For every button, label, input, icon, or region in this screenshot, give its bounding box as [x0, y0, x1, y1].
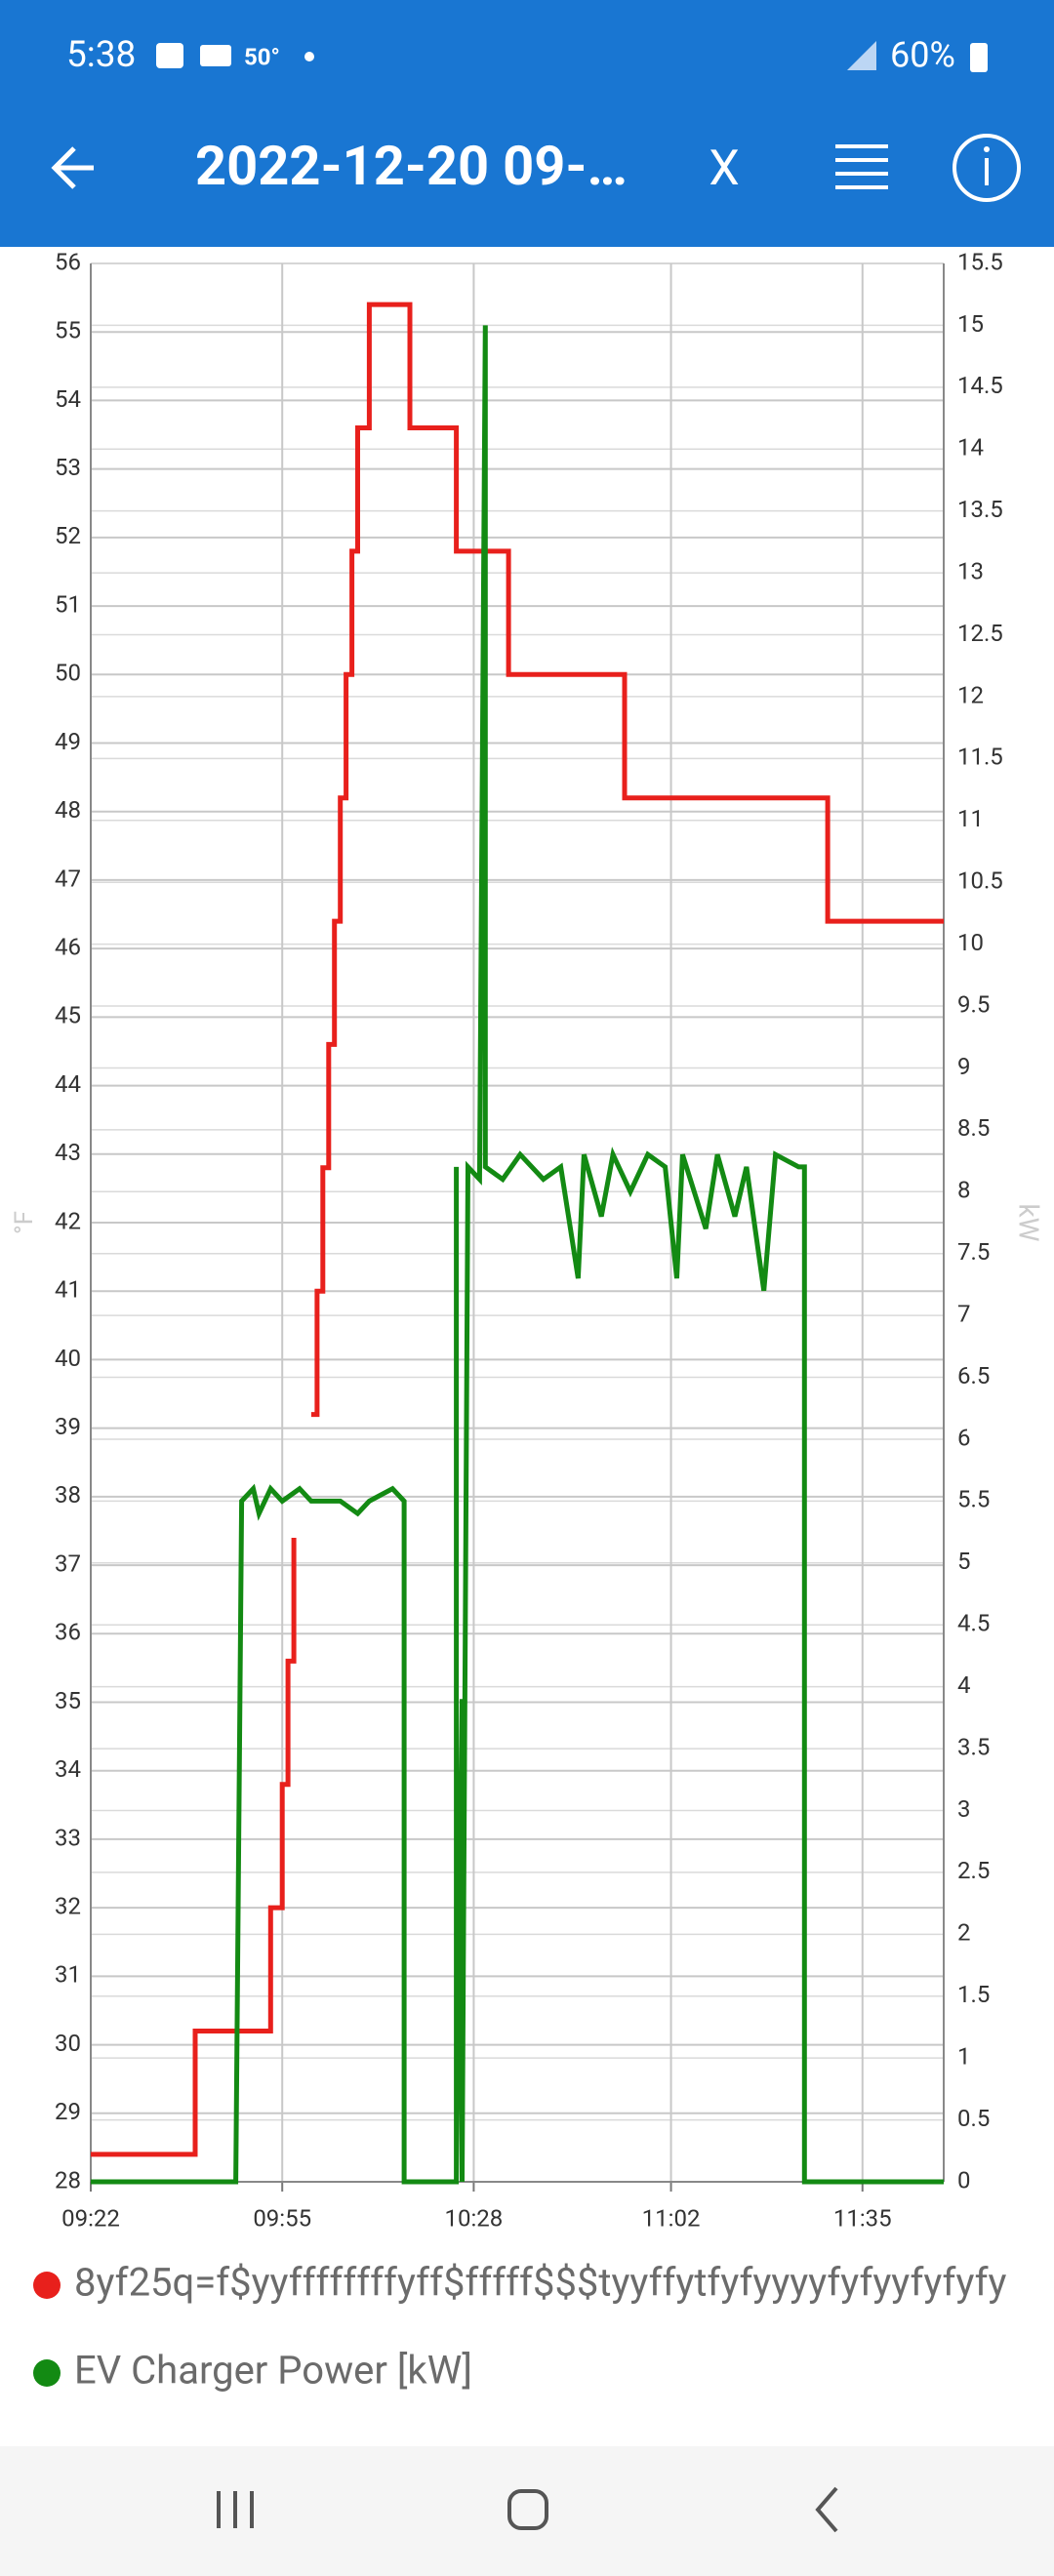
y2-tick-label: 11.5: [957, 744, 1003, 771]
y2-tick-label: 1: [957, 2043, 971, 2071]
x-tick-label: 10:28: [445, 2204, 504, 2232]
y-tick-label: 50: [55, 660, 81, 687]
y-tick-label: 53: [55, 454, 81, 481]
y-tick-label: 40: [55, 1345, 81, 1372]
y-tick-label: 42: [55, 1207, 81, 1234]
status-dot: [304, 52, 314, 61]
y-tick-label: 35: [55, 1687, 81, 1714]
y-axis-label: °F: [10, 1211, 39, 1234]
y-tick-label: 55: [55, 317, 81, 344]
y2-tick-label: 12.5: [957, 620, 1003, 647]
y-tick-label: 49: [55, 728, 81, 755]
y2-tick-label: 8.5: [957, 1114, 990, 1142]
list-button[interactable]: [835, 144, 888, 189]
legend-label: 8yf25q=f$yyffffffffyff$fffff$$$tyyffytfy…: [74, 2260, 1007, 2306]
y-tick-label: 28: [55, 2166, 81, 2194]
y2-tick-label: 12: [957, 681, 984, 708]
y2-tick-label: 8: [957, 1177, 971, 1204]
y-tick-label: 34: [55, 1755, 81, 1783]
y2-tick-label: 2.5: [957, 1857, 990, 1884]
battery-icon: [970, 43, 988, 72]
series-line: [91, 302, 944, 2157]
outlook-icon: [200, 45, 231, 66]
y2-tick-label: 14: [957, 434, 984, 462]
y-tick-label: 46: [55, 933, 81, 960]
x-tick-label: 09:22: [61, 2204, 120, 2232]
x-tick-label: 11:35: [833, 2204, 892, 2232]
y2-tick-label: 4.5: [957, 1610, 990, 1637]
app-title: 2022-12-20 09-…: [195, 134, 628, 198]
home-button[interactable]: [507, 2489, 548, 2530]
nav-back-button[interactable]: [815, 2486, 838, 2533]
y-tick-label: 41: [55, 1276, 81, 1304]
y2-tick-label: 2: [957, 1919, 971, 1947]
y-tick-label: 33: [55, 1824, 81, 1851]
gallery-icon: [156, 43, 183, 68]
y2-tick-label: 15: [957, 310, 984, 338]
x-tick-label: 09:55: [253, 2204, 311, 2232]
y2-tick-label: 6: [957, 1424, 971, 1451]
y-tick-label: 52: [55, 522, 81, 549]
y2-tick-label: 11: [957, 805, 984, 832]
y2-tick-label: 4: [957, 1671, 971, 1699]
y2-tick-label: 10.5: [957, 867, 1003, 895]
y2-tick-label: 1.5: [957, 1981, 990, 2008]
y2-tick-label: 15.5: [957, 248, 1003, 275]
y2-tick-label: 9.5: [957, 990, 990, 1018]
close-button[interactable]: X: [709, 141, 739, 197]
y-tick-label: 44: [55, 1070, 81, 1098]
y-tick-label: 45: [55, 1002, 81, 1029]
y2-tick-label: 0.5: [957, 2105, 990, 2132]
status-temperature: 50°: [244, 43, 280, 70]
status-time: 5:38: [66, 34, 136, 76]
y-tick-label: 47: [55, 865, 81, 892]
y2-tick-label: 3: [957, 1795, 971, 1823]
app-bar-bg: [0, 0, 1054, 247]
y-tick-label: 37: [55, 1550, 81, 1577]
legend-swatch: [33, 2359, 61, 2387]
x-tick-label: 11:02: [642, 2204, 701, 2232]
y-tick-label: 56: [55, 248, 81, 275]
y-tick-label: 30: [55, 2030, 81, 2057]
y2-tick-label: 14.5: [957, 372, 1003, 399]
signal-icon: [847, 41, 876, 70]
y-tick-label: 43: [55, 1139, 81, 1166]
y2-tick-label: 7: [957, 1300, 971, 1327]
chart: 2829303132333435363738394041424344454647…: [10, 248, 1045, 2393]
y-tick-label: 54: [55, 385, 81, 413]
legend-label: EV Charger Power [kW]: [74, 2348, 472, 2394]
y2-tick-label: 5.5: [957, 1486, 990, 1513]
y2-tick-label: 10: [957, 929, 984, 956]
y2-tick-label: 5: [957, 1548, 971, 1575]
y2-tick-label: 6.5: [957, 1362, 990, 1389]
y-tick-label: 48: [55, 796, 81, 824]
back-button[interactable]: [51, 146, 94, 189]
y2-tick-label: 13.5: [957, 496, 1003, 523]
status-battery: 60%: [890, 35, 955, 76]
y-tick-label: 39: [55, 1413, 81, 1440]
nav-bar: [0, 2446, 1054, 2576]
y2-tick-label: 13: [957, 557, 984, 584]
y-tick-label: 31: [55, 1961, 81, 1989]
series-line: [91, 325, 944, 2185]
y2-tick-label: 9: [957, 1053, 971, 1080]
y-tick-label: 32: [55, 1892, 81, 1919]
y-tick-label: 38: [55, 1481, 81, 1509]
y2-axis-label: kW: [1013, 1203, 1045, 1241]
y-tick-label: 29: [55, 2098, 81, 2125]
y2-tick-label: 3.5: [957, 1733, 990, 1760]
y2-tick-label: 0: [957, 2166, 971, 2194]
y2-tick-label: 7.5: [957, 1238, 990, 1266]
y-tick-label: 51: [55, 590, 81, 618]
legend-swatch: [33, 2272, 61, 2299]
info-button[interactable]: [953, 134, 1021, 202]
recents-button[interactable]: [217, 2491, 254, 2528]
y-tick-label: 36: [55, 1619, 81, 1646]
